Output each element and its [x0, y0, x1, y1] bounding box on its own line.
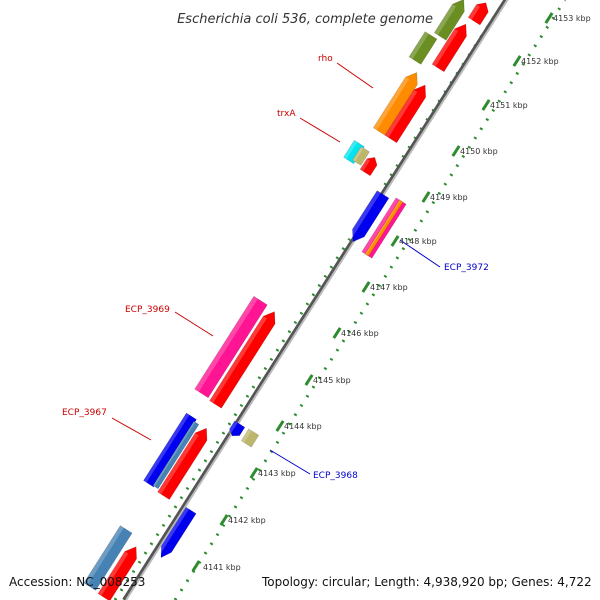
gene-feature	[194, 295, 268, 399]
kbp-tick-mark	[191, 560, 201, 572]
gene-feature	[352, 146, 370, 166]
gene-feature-highlight	[434, 4, 457, 36]
kbp-tick-mark	[544, 12, 554, 24]
tick-label: 4144 kbp	[284, 422, 322, 431]
gene-feature	[431, 23, 467, 73]
gene-feature	[359, 157, 378, 177]
gene-feature	[352, 190, 390, 242]
gene-label-trxA: trxA	[277, 109, 296, 119]
kbp-tick-marks	[191, 12, 554, 572]
gene-feature-highlight	[432, 28, 459, 67]
gene-feature-highlight	[227, 420, 238, 435]
kbp-tick-mark	[219, 514, 229, 526]
gene-feature	[209, 311, 276, 409]
leader-ECP_3972	[399, 239, 441, 268]
gene-feature-highlight	[373, 77, 409, 130]
gene-feature	[240, 428, 260, 448]
gene-feature-highlight	[153, 421, 196, 487]
gene-feature-highlight	[409, 31, 429, 60]
gene-feature	[152, 420, 200, 490]
gene-feature	[467, 2, 489, 26]
gene-feature-highlight	[468, 4, 480, 20]
kbp-tick-mark	[361, 281, 371, 293]
tick-label: 4142 kbp	[228, 516, 266, 525]
leader-ECP_3967	[111, 417, 152, 441]
gene-feature-highlight	[365, 199, 401, 255]
tick-label: 4151 kbp	[490, 101, 528, 110]
tick-label: 4147 kbp	[370, 283, 408, 292]
gene-label-ECP_3969: ECP_3969	[125, 305, 170, 315]
leader-rho	[336, 62, 374, 89]
gene-feature-highlight	[241, 428, 252, 443]
gene-feature-highlight	[343, 140, 358, 160]
gene-feature-highlight	[360, 158, 370, 172]
gene-feature	[408, 31, 438, 65]
genome-backbone	[122, 0, 509, 600]
genome-title: Escherichia coli 536, complete genome	[177, 12, 433, 27]
tick-label: 4153 kbp	[553, 14, 591, 23]
kbp-tick-mark	[304, 374, 314, 386]
tick-label: 4143 kbp	[258, 469, 296, 478]
gene-feature	[160, 506, 197, 559]
gene-feature-highlight	[83, 525, 124, 586]
tick-label: 4152 kbp	[521, 57, 559, 66]
gene-feature	[83, 525, 133, 591]
gene-feature-highlight	[155, 507, 189, 557]
gene-feature-highlight	[384, 89, 418, 138]
gene-feature	[372, 72, 418, 136]
gene-label-ECP_3972: ECP_3972	[444, 263, 489, 273]
leader-ECP_3968	[269, 449, 311, 475]
leader-trxA	[299, 117, 341, 143]
gene-feature-highlight	[352, 146, 364, 162]
kbp-tick-mark	[249, 467, 259, 479]
gene-feature-highlight	[143, 413, 190, 483]
kbp-tick-mark	[481, 99, 491, 111]
gene-feature-highlight	[361, 197, 400, 254]
gene-feature	[229, 420, 246, 437]
gene-feature-highlight	[98, 551, 129, 596]
tick-label: 4141 kbp	[203, 563, 241, 572]
accession-text: Accession: NC_008253	[9, 575, 146, 589]
gene-feature	[143, 412, 197, 488]
kbp-tick-mark	[451, 145, 461, 157]
tick-label: 4149 kbp	[430, 193, 468, 202]
gene-feature-highlight	[157, 432, 199, 495]
tick-label: 4145 kbp	[313, 376, 351, 385]
kbp-tick-mark	[390, 235, 400, 247]
kbp-tick-mark	[421, 191, 431, 203]
gene-feature-highlight	[194, 296, 258, 392]
leader-ECP_3969	[174, 311, 214, 337]
genome-summary-text: Topology: circular; Length: 4,938,920 bp…	[262, 575, 592, 589]
kbp-tick-mark	[512, 55, 522, 67]
gene-feature-highlight	[209, 316, 267, 403]
inner-dotted-ruler	[173, 0, 567, 600]
gene-features	[83, 0, 489, 600]
gene-label-ECP_3968: ECP_3968	[313, 471, 358, 481]
gene-feature	[364, 199, 404, 257]
kbp-tick-mark	[332, 327, 342, 339]
gene-feature-highlight	[347, 190, 381, 241]
gene-feature	[384, 84, 426, 144]
tick-label: 4150 kbp	[460, 147, 498, 156]
gene-labels: rho trxA ECP_3969 ECP_3967 ECP_3972 ECP_…	[62, 54, 489, 481]
kbp-tick-labels: 4141 kbp 4142 kbp 4143 kbp 4144 kbp 4145…	[203, 14, 591, 572]
gene-label-rho: rho	[318, 54, 333, 64]
gene-label-ECP_3967: ECP_3967	[62, 408, 107, 418]
tick-label: 4148 kbp	[399, 237, 437, 246]
tick-label: 4146 kbp	[341, 329, 379, 338]
gene-feature	[433, 0, 465, 41]
gene-feature	[343, 139, 365, 165]
kbp-tick-mark	[275, 420, 285, 432]
gene-feature	[157, 427, 208, 500]
label-leader-lines	[111, 62, 441, 475]
